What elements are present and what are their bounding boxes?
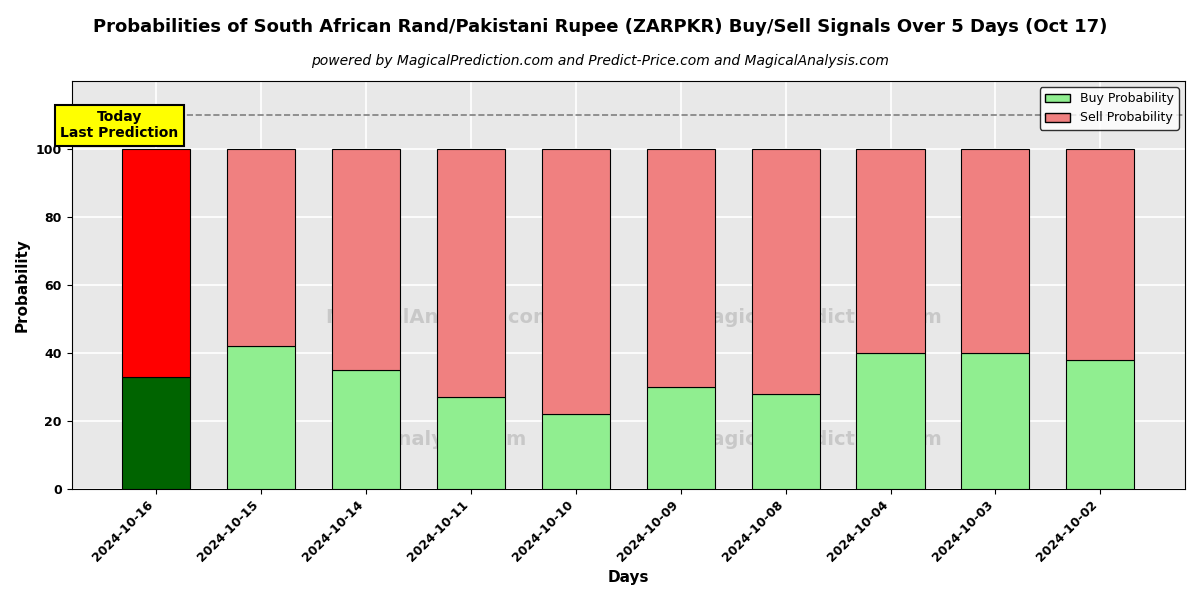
Bar	[541, 414, 610, 489]
Text: MagicalPrediction.com: MagicalPrediction.com	[692, 430, 942, 449]
Text: MagicalAnalysis.com: MagicalAnalysis.com	[325, 308, 553, 327]
Text: Probabilities of South African Rand/Pakistani Rupee (ZARPKR) Buy/Sell Signals Ov: Probabilities of South African Rand/Paki…	[92, 18, 1108, 36]
Bar	[541, 149, 610, 414]
Legend: Buy Probability, Sell Probability: Buy Probability, Sell Probability	[1040, 87, 1178, 130]
Bar	[647, 149, 715, 387]
Text: calAnalysis.com: calAnalysis.com	[352, 430, 527, 449]
Bar	[122, 377, 191, 489]
Text: powered by MagicalPrediction.com and Predict-Price.com and MagicalAnalysis.com: powered by MagicalPrediction.com and Pre…	[311, 54, 889, 68]
Bar	[437, 397, 505, 489]
Bar	[1067, 149, 1134, 359]
Text: Today
Last Prediction: Today Last Prediction	[60, 110, 179, 140]
Bar	[961, 149, 1030, 353]
Bar	[332, 149, 400, 370]
Bar	[227, 149, 295, 346]
Bar	[332, 370, 400, 489]
Text: MagicalPrediction.com: MagicalPrediction.com	[692, 308, 942, 327]
Bar	[227, 346, 295, 489]
Bar	[857, 353, 924, 489]
Bar	[437, 149, 505, 397]
Bar	[647, 387, 715, 489]
X-axis label: Days: Days	[607, 570, 649, 585]
Bar	[122, 149, 191, 377]
Bar	[857, 149, 924, 353]
Bar	[751, 149, 820, 394]
Bar	[961, 353, 1030, 489]
Y-axis label: Probability: Probability	[16, 238, 30, 332]
Bar	[751, 394, 820, 489]
Bar	[1067, 359, 1134, 489]
